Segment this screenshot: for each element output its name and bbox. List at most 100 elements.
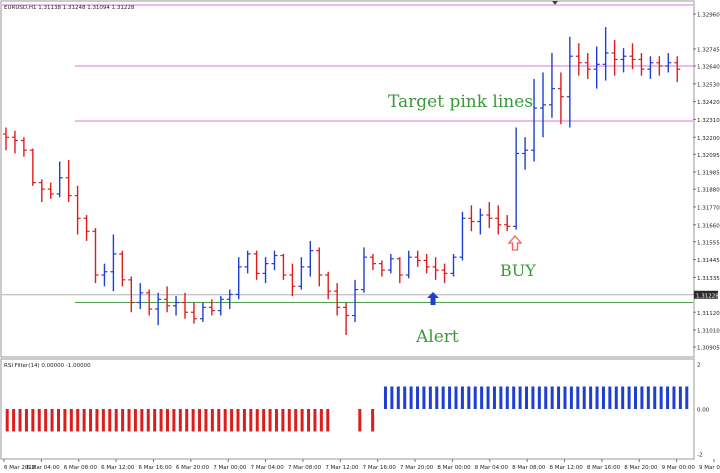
price-bar xyxy=(3,127,9,151)
price-bar xyxy=(405,250,412,279)
current-price-label: 1.31228 xyxy=(696,293,719,299)
price-bar xyxy=(137,283,144,310)
buy-annotation: BUY xyxy=(500,261,536,280)
indicator-tick-label: 0.00 xyxy=(697,408,710,414)
price-tick-label: 1.30905 xyxy=(697,346,720,352)
scroll-marker-icon[interactable] xyxy=(552,1,558,5)
time-tick-label: 8 Mar 20:00 xyxy=(624,465,658,471)
price-bar xyxy=(629,43,636,70)
price-bar xyxy=(396,257,403,284)
price-bar xyxy=(110,234,117,292)
time-tick-label: 7 Mar 12:00 xyxy=(325,465,359,471)
current-price-box xyxy=(694,290,718,299)
price-bar xyxy=(414,250,421,267)
time-tick-label: 7 Mar 16:00 xyxy=(363,465,397,471)
indicator-info: RSI Filter(14) 0.00000 -1.00000 xyxy=(4,363,91,369)
price-bar xyxy=(92,227,99,284)
buy-arrow-icon xyxy=(507,235,523,251)
price-bar xyxy=(38,179,45,203)
price-bar xyxy=(584,52,591,79)
indicator-tick-label: 2 xyxy=(697,363,701,369)
price-bar xyxy=(477,208,484,235)
price-bar xyxy=(128,276,135,313)
price-bar xyxy=(548,52,555,118)
price-bar xyxy=(20,137,27,157)
indicator-bars xyxy=(5,386,689,432)
time-tick-label: 8 Mar 04:00 xyxy=(475,465,509,471)
price-tick-label: 1.32200 xyxy=(697,136,720,142)
price-bar xyxy=(155,292,162,326)
price-tick-label: 1.32745 xyxy=(697,47,720,53)
price-tick-label: 1.32960 xyxy=(697,13,720,19)
price-bar xyxy=(674,56,681,83)
time-tick-label: 6 Mar 2012 xyxy=(4,465,35,471)
time-tick-label: 9 Mar 04:00 xyxy=(699,465,720,471)
price-bar xyxy=(504,215,511,232)
indicator-pane xyxy=(0,358,695,460)
price-bar xyxy=(164,286,171,313)
price-bar xyxy=(531,78,538,162)
price-tick-label: 1.31985 xyxy=(697,171,720,177)
indicator-tick-label: -2 xyxy=(697,453,702,459)
price-bar xyxy=(56,161,63,198)
price-bar xyxy=(575,43,582,76)
price-tick-label: 1.31445 xyxy=(697,258,720,264)
price-tick-label: 1.31010 xyxy=(697,329,720,335)
price-axis: 1.32960 1.32745 1.32640 1.32530 1.32420 1.323… xyxy=(693,13,720,352)
horizontal-lines xyxy=(2,4,693,304)
time-tick-label: 8 Mar 16:00 xyxy=(587,465,621,471)
price-bar xyxy=(271,250,278,271)
price-tick-label: 1.31660 xyxy=(697,223,720,229)
alert-arrow-icon xyxy=(427,292,439,305)
price-bar xyxy=(253,250,260,280)
price-tick-label: 1.31555 xyxy=(697,240,720,246)
price-bar xyxy=(298,257,305,290)
time-tick-label: 8 Mar 00:00 xyxy=(437,465,471,471)
time-tick-label: 6 Mar 16:00 xyxy=(138,465,172,471)
price-bar xyxy=(665,52,672,73)
price-bar xyxy=(593,46,600,89)
time-tick-label: 8 Mar 12:00 xyxy=(550,465,584,471)
price-bar xyxy=(369,253,376,271)
price-bar xyxy=(343,302,350,335)
price-bar xyxy=(11,130,18,154)
price-bar xyxy=(432,257,439,280)
price-bar xyxy=(361,247,367,293)
price-bar xyxy=(316,247,323,287)
price-tick-label: 1.32530 xyxy=(697,82,720,88)
price-bar xyxy=(101,263,108,287)
price-bar xyxy=(325,271,332,300)
time-tick-label: 7 Mar 04:00 xyxy=(251,465,285,471)
price-bar xyxy=(611,40,618,76)
price-bar xyxy=(226,289,233,310)
price-pane xyxy=(0,0,695,358)
price-bar xyxy=(486,202,493,228)
price-tick-label: 1.31120 xyxy=(697,311,720,317)
price-bars xyxy=(3,27,681,335)
price-bar xyxy=(378,260,385,277)
price-bar xyxy=(620,48,627,73)
price-bar xyxy=(244,250,251,274)
price-tick-label: 1.31335 xyxy=(697,276,720,282)
price-tick-label: 1.31880 xyxy=(697,188,720,194)
alert-annotation: Alert xyxy=(415,327,459,347)
price-bar xyxy=(307,240,314,277)
symbol-info: EURUSD,H1 1.31138 1.31248 1.31094 1.3122… xyxy=(4,5,135,11)
price-bar xyxy=(638,52,645,76)
price-bar xyxy=(495,205,502,235)
price-bar xyxy=(146,289,153,316)
price-bar xyxy=(262,257,269,284)
price-bar xyxy=(540,72,546,138)
price-bar xyxy=(557,72,564,125)
target-annotation: Target pink lines xyxy=(388,92,533,112)
price-bar xyxy=(182,292,188,319)
price-tick-label: 1.32640 xyxy=(697,64,720,70)
time-tick-label: 6 Mar 20:00 xyxy=(176,465,210,471)
price-bar xyxy=(647,56,654,79)
price-bar xyxy=(280,253,287,280)
price-bar xyxy=(656,56,663,76)
price-bar xyxy=(441,263,448,284)
price-bar xyxy=(65,159,72,203)
